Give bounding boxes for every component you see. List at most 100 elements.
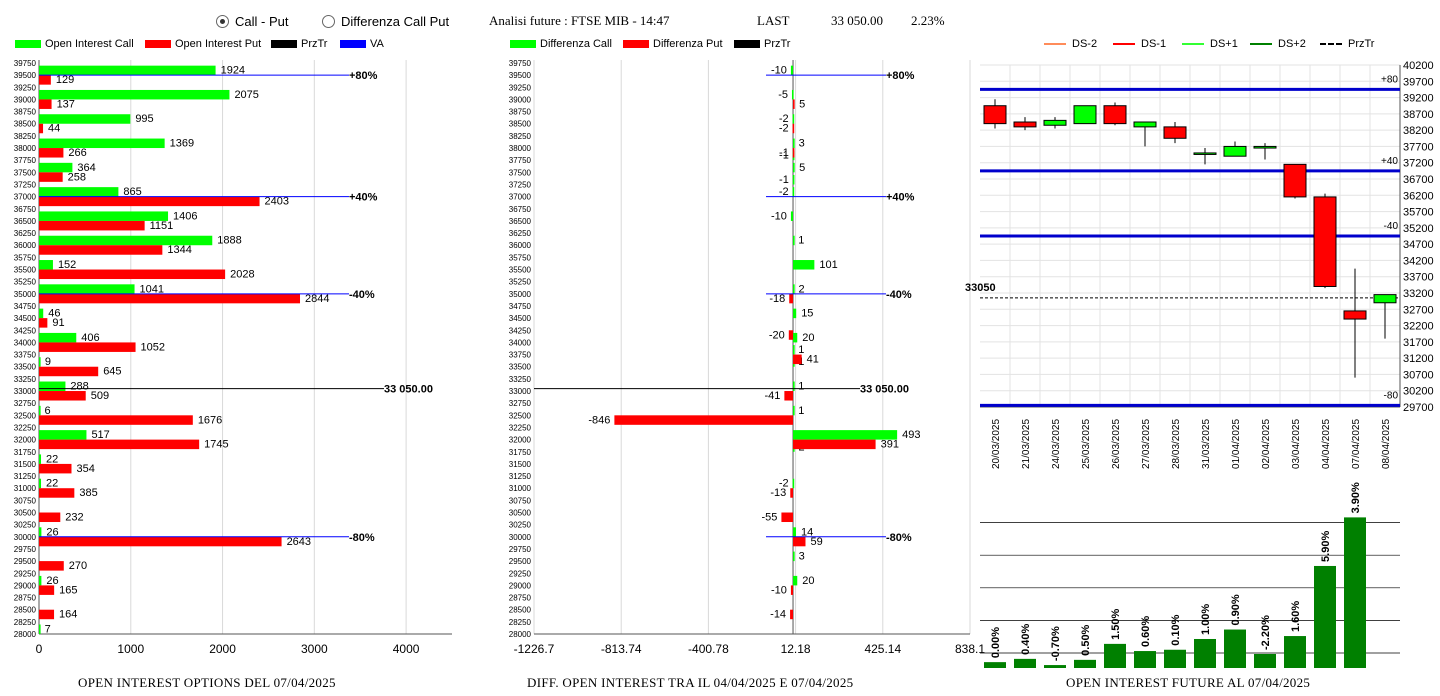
call-bar	[39, 575, 42, 586]
put-bar	[788, 330, 794, 340]
call-value-label: -2	[779, 478, 789, 490]
strike-label: 38000	[509, 144, 532, 153]
candle-up	[1223, 145, 1247, 157]
put-bar	[39, 342, 136, 352]
price-label: 33 050.00	[384, 384, 433, 396]
strike-label: 31250	[509, 472, 532, 481]
strike-label: 33750	[14, 351, 37, 360]
strike-label: 38750	[14, 108, 37, 117]
legend-line	[1044, 43, 1066, 45]
y-tick-label: 39700	[1403, 76, 1434, 88]
strike-label: 30000	[14, 533, 37, 542]
put-value-label: -1	[779, 147, 789, 159]
put-value-label: -13	[770, 487, 786, 499]
x-tick-label: 28/03/2025	[1171, 419, 1182, 469]
put-bar	[39, 172, 63, 182]
legend-ds+1: DS+1	[1182, 38, 1238, 50]
put-value-label: 2643	[287, 536, 311, 548]
strike-label: 33250	[14, 375, 37, 384]
legend-va: VA	[340, 38, 384, 50]
radio-call-put-label: Call - Put	[235, 14, 289, 29]
put-bar	[39, 269, 226, 280]
strike-label: 30750	[509, 496, 532, 505]
put-value-label: 1745	[204, 439, 228, 451]
put-bar	[790, 488, 794, 498]
y-tick-label: 39200	[1403, 93, 1434, 105]
call-value-label: 26	[46, 575, 58, 587]
y-tick-label: 33700	[1403, 272, 1434, 284]
radio-selected-icon[interactable]	[216, 15, 229, 28]
legend-diff-put: Differenza Put	[623, 38, 723, 50]
radio-call-put[interactable]: Call - Put	[216, 14, 288, 29]
strike-label: 31000	[14, 484, 37, 493]
oi-future-bar	[1044, 665, 1066, 668]
call-value-label: 1888	[217, 235, 241, 247]
y-tick-label: 29700	[1403, 402, 1434, 414]
put-bar	[39, 75, 51, 85]
put-bar	[39, 99, 52, 109]
price-label: 33 050.00	[860, 384, 909, 396]
y-tick-label: 37700	[1403, 141, 1434, 153]
call-value-label: 2075	[234, 89, 258, 101]
oi-future-label: 1.50%	[1110, 608, 1122, 639]
put-value-label: 129	[56, 74, 74, 86]
strike-label: 29250	[509, 569, 532, 578]
strike-label: 35500	[509, 266, 532, 275]
strike-label: 36000	[509, 241, 532, 250]
strike-label: 37250	[509, 180, 532, 189]
put-bar	[790, 609, 794, 620]
radio-diff[interactable]: Differenza Call Put	[322, 14, 449, 29]
legend-diff-call: Differenza Call	[510, 38, 612, 50]
call-bar	[790, 211, 794, 221]
strike-label: 33000	[509, 387, 532, 396]
strike-label: 36750	[509, 205, 532, 214]
x-tick-label: -400.78	[688, 642, 729, 656]
call-bar	[39, 284, 135, 294]
put-value-label: 385	[79, 487, 97, 499]
put-value-label: 391	[881, 439, 899, 451]
call-value-label: 7	[45, 624, 51, 636]
put-value-label: 232	[65, 512, 83, 524]
put-value-label: -10	[771, 584, 787, 596]
call-value-label: -5	[778, 89, 788, 101]
y-tick-label: 38700	[1403, 109, 1434, 121]
strike-label: 37250	[14, 180, 37, 189]
y-tick-label: 31200	[1403, 353, 1434, 365]
oi-future-label: 5.90%	[1320, 531, 1332, 562]
price-label: 33050	[965, 282, 996, 294]
strike-label: 35750	[14, 253, 37, 262]
put-bar	[789, 293, 794, 304]
oi-future-bar	[1104, 643, 1126, 668]
strike-label: 35250	[509, 278, 532, 287]
put-bar	[39, 293, 301, 304]
strike-label: 39500	[509, 71, 532, 80]
put-bar	[793, 354, 802, 365]
x-tick-label: 2000	[209, 642, 236, 656]
caption-oi-future: OPEN INTEREST FUTURE AL 07/04/2025	[1066, 675, 1311, 690]
candle-up	[1373, 294, 1397, 304]
level-label: -80	[1384, 390, 1399, 401]
y-tick-label: 33200	[1403, 288, 1434, 300]
oi-future-label: 1.00%	[1200, 604, 1212, 635]
legend-label: Differenza Call	[540, 38, 612, 50]
strike-label: 39000	[14, 95, 37, 104]
call-bar	[793, 575, 798, 586]
page-title: Analisi future : FTSE MIB - 14:47	[489, 13, 670, 28]
put-value-label: 1344	[167, 244, 191, 256]
x-tick-label: -1226.7	[514, 642, 555, 656]
call-bar	[793, 345, 795, 355]
put-bar	[781, 512, 794, 523]
strike-label: 29000	[509, 581, 532, 590]
call-bar	[39, 478, 42, 489]
strike-label: 36500	[14, 217, 37, 226]
call-bar	[793, 162, 795, 173]
put-bar	[790, 585, 794, 595]
oi-future-bar	[1284, 636, 1306, 668]
strike-label: 32000	[14, 436, 37, 445]
candle-up	[1073, 105, 1097, 125]
put-bar	[39, 512, 61, 523]
radio-unselected-icon[interactable]	[322, 15, 335, 28]
strike-label: 32750	[509, 399, 532, 408]
call-bar	[793, 308, 797, 319]
y-tick-label: 30200	[1403, 386, 1434, 398]
